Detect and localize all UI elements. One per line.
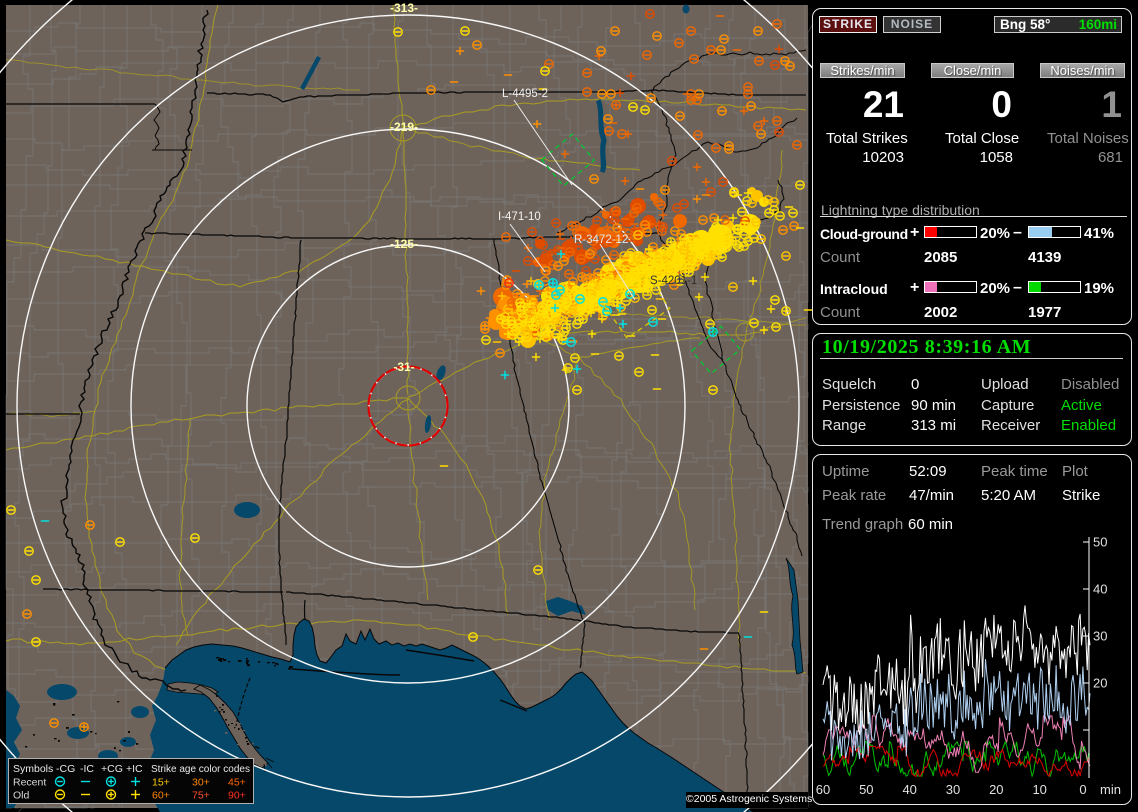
svg-text:50: 50	[1093, 535, 1107, 550]
svg-text:10: 10	[1032, 782, 1046, 797]
svg-text:+IC: +IC	[126, 763, 143, 775]
svg-text:R-3472-12: R-3472-12	[574, 234, 628, 246]
svg-text:Old: Old	[13, 790, 30, 802]
svg-text:60: 60	[816, 782, 830, 797]
svg-text:20: 20	[1093, 676, 1107, 691]
svg-text:Strike age color codes: Strike age color codes	[151, 764, 250, 775]
svg-text:-125-: -125-	[390, 237, 418, 251]
svg-text:L-4495-2: L-4495-2	[502, 88, 548, 100]
svg-text:-IC: -IC	[80, 763, 94, 775]
svg-text:Symbols: Symbols	[13, 763, 53, 775]
svg-text:75+: 75+	[192, 790, 210, 802]
svg-text:30: 30	[946, 782, 960, 797]
svg-text:20: 20	[989, 782, 1003, 797]
svg-text:45+: 45+	[228, 777, 246, 789]
svg-text:-31-: -31-	[393, 360, 414, 374]
svg-text:-CG: -CG	[56, 763, 75, 775]
svg-text:min: min	[1100, 782, 1121, 797]
svg-text:I-471-10: I-471-10	[498, 211, 541, 223]
svg-text:Recent: Recent	[13, 777, 46, 789]
svg-text:0: 0	[1079, 782, 1086, 797]
svg-text:15+: 15+	[152, 777, 170, 789]
svg-text:50: 50	[859, 782, 873, 797]
svg-text:-219-: -219-	[390, 120, 418, 134]
svg-text:+CG: +CG	[101, 763, 123, 775]
svg-text:40: 40	[902, 782, 916, 797]
svg-text:40: 40	[1093, 582, 1107, 597]
svg-text:60+: 60+	[152, 790, 170, 802]
svg-text:-313-: -313-	[390, 1, 418, 15]
svg-text:30: 30	[1093, 629, 1107, 644]
svg-text:S-4201-1: S-4201-1	[650, 275, 697, 287]
svg-text:90+: 90+	[228, 790, 246, 802]
svg-text:30+: 30+	[192, 777, 210, 789]
